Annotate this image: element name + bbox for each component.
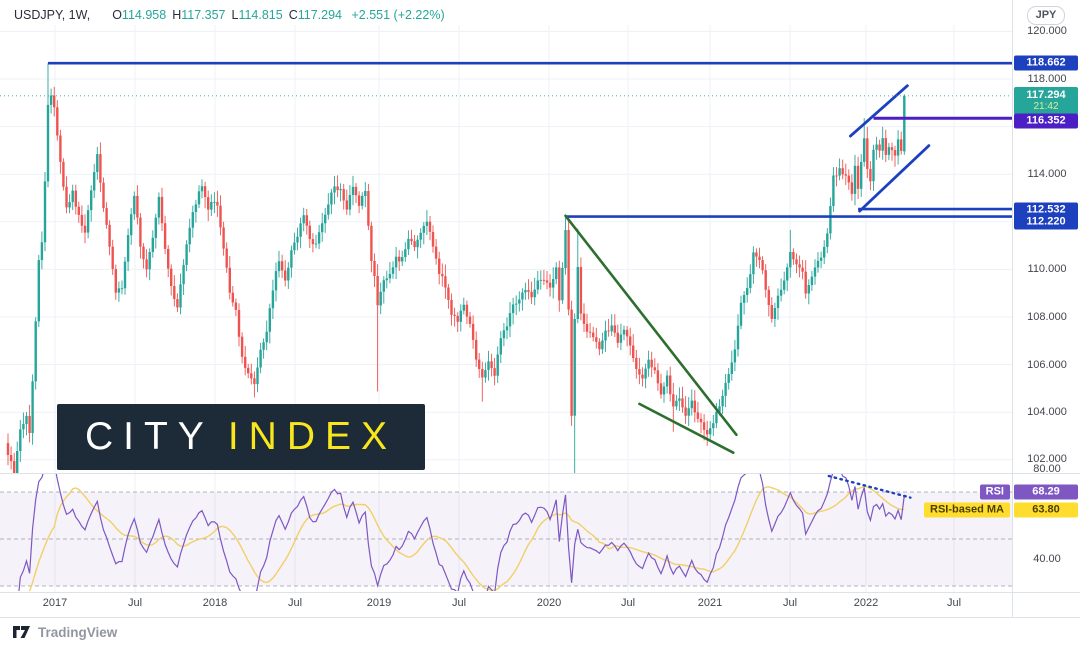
symbol-header: USDJPY, 1W, O114.958 H117.357 L114.815 C117.… [14, 8, 451, 22]
time-tick: 2018 [202, 597, 228, 609]
time-tick: 2021 [697, 597, 723, 609]
watermark-city: CITY [84, 415, 214, 458]
price-tick: 102.000 [1027, 453, 1067, 465]
tradingview-logo-icon[interactable] [12, 624, 31, 640]
time-tick: 2020 [536, 597, 562, 609]
price-tick: 118.000 [1027, 73, 1067, 85]
time-tick: Jul [620, 597, 636, 609]
currency-badge[interactable]: JPY [1027, 6, 1065, 25]
axis-price-badge: 63.80 [1014, 502, 1078, 518]
axis-price-badge: 112.532 [1014, 202, 1078, 218]
price-tick: 110.000 [1027, 263, 1067, 275]
tradingview-logo-text[interactable]: TradingView [38, 624, 118, 640]
time-tick: Jul [451, 597, 467, 609]
ohlc-c: C117.294 [288, 8, 342, 22]
price-tick: 40.00 [1033, 553, 1061, 565]
time-tick: Jul [127, 597, 143, 609]
time-tick: Jul [946, 597, 962, 609]
price-tick: 114.000 [1027, 168, 1067, 180]
axis-price-badge: 112.220 [1014, 214, 1078, 230]
price-tick: 106.000 [1027, 359, 1067, 371]
axis-price-badge: 117.294 21:42 [1014, 87, 1078, 115]
footer: TradingView [12, 624, 117, 640]
bar-countdown: 21:42 [1033, 101, 1059, 112]
ohlc-h: H117.357 [172, 8, 226, 22]
axis-price-badge: 118.662 [1014, 55, 1078, 71]
rsi-indicator-label[interactable]: RSI [979, 484, 1010, 500]
price-tick: 104.000 [1027, 406, 1067, 418]
price-tick: 108.000 [1027, 311, 1067, 323]
time-axis[interactable]: 2017 Jul 2018 Jul 2019 Jul 2020 Jul 2021 Jul 2022 J… [0, 592, 1012, 617]
change-value: +2.551 (+2.22%) [351, 8, 445, 22]
ohlc-strip: O114.958 H117.357 L114.815 C117.294 [112, 8, 348, 22]
time-tick: Jul [782, 597, 798, 609]
pane-divider-rsi-time [0, 592, 1080, 593]
time-tick: 2017 [42, 597, 68, 609]
footer-divider [0, 617, 1080, 618]
price-tick: 80.00 [1033, 463, 1061, 475]
time-tick: 2022 [853, 597, 879, 609]
price-tick: 120.000 [1027, 25, 1067, 37]
ohlc-l: L114.815 [231, 8, 283, 22]
time-tick: Jul [287, 597, 303, 609]
axis-price-badge: 116.352 [1014, 113, 1078, 129]
axis-price-badge: 68.29 [1014, 484, 1078, 500]
time-tick: 2019 [366, 597, 392, 609]
rsi-ma-indicator-label[interactable]: RSI-based MA [924, 502, 1010, 518]
symbol-title[interactable]: USDJPY, 1W, [14, 8, 91, 22]
city-index-watermark: CITY INDEX [57, 404, 425, 470]
ohlc-o: O114.958 [112, 8, 167, 22]
watermark-index: INDEX [227, 415, 398, 458]
pane-divider-main-rsi[interactable] [0, 473, 1080, 474]
